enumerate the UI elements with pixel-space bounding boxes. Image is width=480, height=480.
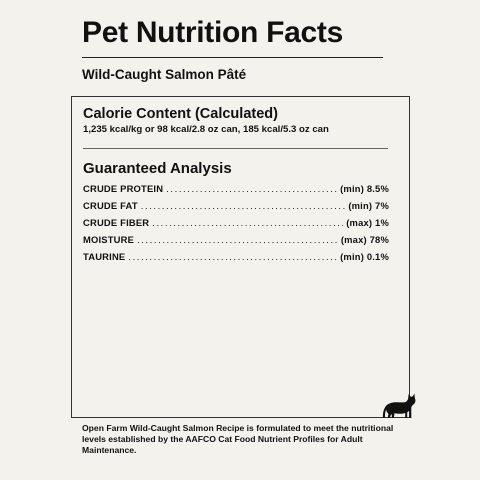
leader-dots: ........................................… — [166, 183, 337, 194]
analysis-value: (min) 8.5% — [340, 183, 389, 194]
title-divider — [82, 57, 383, 58]
calorie-content-heading: Calorie Content (Calculated) — [83, 106, 278, 122]
analysis-name: CRUDE FAT — [83, 200, 138, 211]
section-divider — [83, 148, 388, 149]
leader-dots: ........................................… — [128, 251, 338, 262]
analysis-row-moisture: MOISTURE ...............................… — [83, 234, 389, 251]
analysis-name: CRUDE PROTEIN — [83, 183, 164, 194]
analysis-name: CRUDE FIBER — [83, 217, 150, 228]
analysis-value: (min) 0.1% — [340, 251, 389, 262]
analysis-row-crude-fat: CRUDE FAT ..............................… — [83, 200, 389, 217]
analysis-name: MOISTURE — [83, 234, 135, 245]
analysis-row-crude-fiber: CRUDE FIBER ............................… — [83, 217, 389, 234]
cat-icon — [382, 393, 416, 418]
guaranteed-analysis-heading: Guaranteed Analysis — [83, 160, 232, 177]
analysis-value: (max) 1% — [346, 217, 389, 228]
analysis-value: (min) 7% — [348, 200, 389, 211]
product-name: Wild-Caught Salmon Pâté — [82, 67, 247, 82]
guaranteed-analysis-list: CRUDE PROTEIN ..........................… — [83, 183, 389, 268]
calorie-content-text: 1,235 kcal/kg or 98 kcal/2.8 oz can, 185… — [83, 124, 329, 135]
leader-dots: ........................................… — [152, 217, 343, 228]
nutrition-panel — [71, 96, 410, 418]
analysis-name: TAURINE — [83, 251, 126, 262]
leader-dots: ........................................… — [137, 234, 338, 245]
analysis-row-crude-protein: CRUDE PROTEIN ..........................… — [83, 183, 389, 200]
analysis-value: (max) 78% — [340, 234, 389, 245]
page-title: Pet Nutrition Facts — [82, 16, 343, 49]
aafco-statement: Open Farm Wild-Caught Salmon Recipe is f… — [82, 423, 394, 455]
leader-dots: ........................................… — [140, 200, 346, 211]
analysis-row-taurine: TAURINE ................................… — [83, 251, 389, 268]
